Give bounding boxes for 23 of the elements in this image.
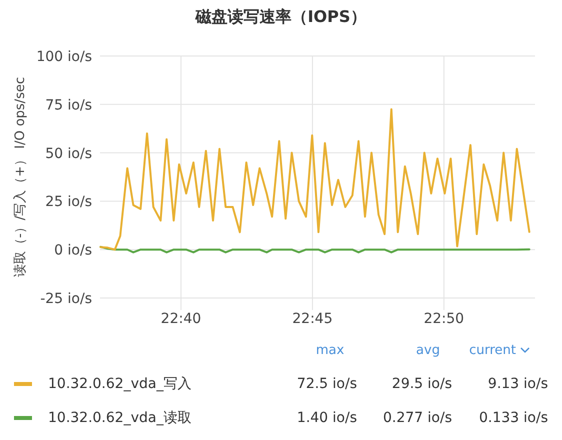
text: 1.40 io/s [296,410,357,426]
text: 9.13 io/s [488,376,548,392]
x-tick-label: 22:40 [160,311,202,327]
legend-label: 10.32.0.62_vda_写入 [48,376,192,392]
text: max [316,343,344,358]
line-series [99,108,530,251]
y-tick-label: 75 io/s [45,97,92,114]
text: 72.5 io/s [296,376,357,392]
y-tick-label: 0 io/s [54,242,92,259]
y-tick-label: 25 io/s [45,194,92,210]
legend-label: 10.32.0.62_vda_读取 [48,410,192,426]
chart-title: 磁盘读写速率（IOPS） [194,7,366,26]
y-tick-label: 100 io/s [36,49,92,65]
text: 29.5 io/s [392,376,452,392]
x-tick-label: 22:45 [292,311,333,327]
y-tick-label: 50 io/s [45,146,92,162]
text: 0.277 io/s [383,410,452,426]
text: current [469,343,516,358]
text: 0.133 io/s [479,410,548,426]
y-axis-title: 读取（-）/写入（+） I/O ops/sec [13,77,28,277]
x-tick-label: 22:50 [424,311,464,327]
text: avg [416,343,440,358]
y-tick-label: -25 io/s [40,291,92,307]
